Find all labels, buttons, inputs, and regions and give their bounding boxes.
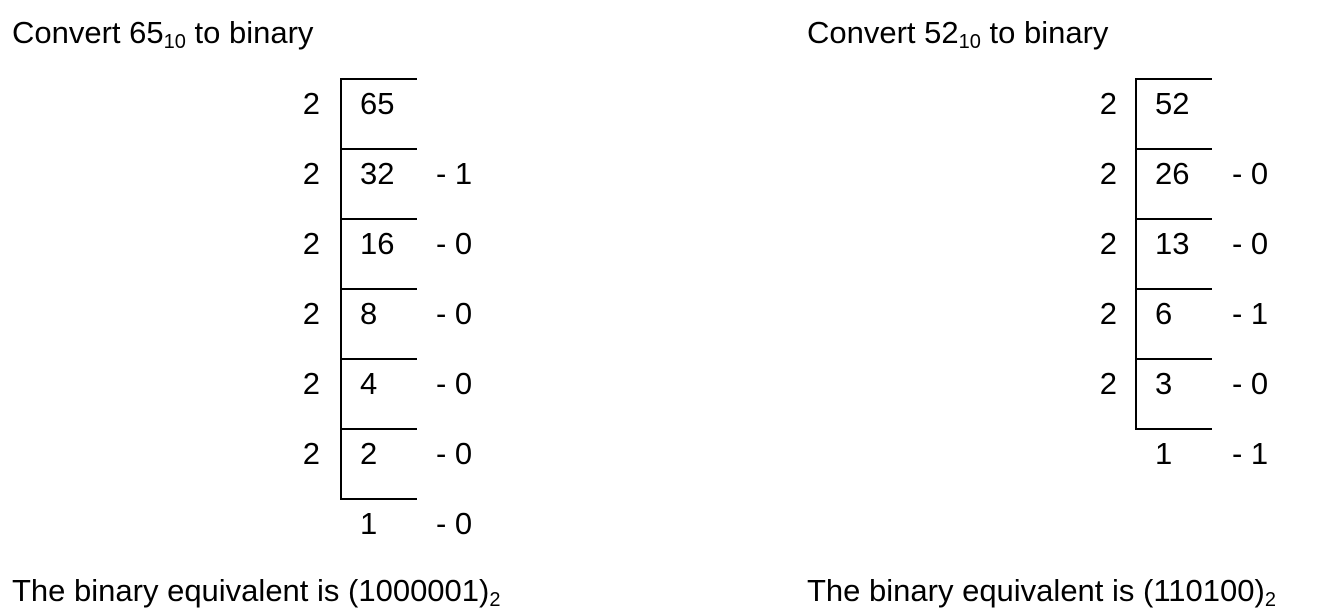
- division-line: [1135, 78, 1212, 80]
- remainder: - 0: [436, 226, 473, 261]
- divisor: 2: [302, 436, 320, 471]
- result-value: 1000001: [358, 573, 480, 608]
- divisor: 2: [1099, 226, 1117, 261]
- title-base: 10: [958, 31, 981, 53]
- remainder: - 0: [436, 436, 473, 471]
- quotient: 1: [1155, 436, 1173, 471]
- divisor: 2: [1099, 296, 1117, 331]
- remainder: - 0: [436, 366, 473, 401]
- title-prefix: Convert: [807, 15, 925, 50]
- result-close: ): [1254, 573, 1265, 608]
- remainder: - 0: [436, 296, 473, 331]
- quotient: 52: [1155, 86, 1190, 121]
- divisor: 2: [1099, 156, 1117, 191]
- remainder: - 0: [1232, 156, 1269, 191]
- quotient: 13: [1155, 226, 1190, 261]
- remainder: - 1: [436, 156, 473, 191]
- quotient: 8: [360, 296, 378, 331]
- title-suffix: to binary: [185, 15, 314, 50]
- division-line: [340, 288, 417, 290]
- division-line: [340, 148, 417, 150]
- quotient: 1: [360, 506, 378, 541]
- division-bar: [340, 78, 342, 499]
- divisor: 2: [1099, 366, 1117, 401]
- division-line: [1135, 358, 1212, 360]
- panel-title: Convert 6510 to binary: [12, 14, 313, 52]
- divisor: 2: [1099, 86, 1117, 121]
- result-prefix: The binary equivalent is (: [807, 573, 1154, 608]
- division-line: [340, 78, 417, 80]
- result-base: 2: [489, 589, 501, 611]
- divisor: 2: [302, 156, 320, 191]
- quotient: 16: [360, 226, 395, 261]
- binary-result: The binary equivalent is (1000001)2: [12, 572, 500, 610]
- divisor: 2: [302, 86, 320, 121]
- panel-title: Convert 5210 to binary: [807, 14, 1108, 52]
- remainder: - 1: [1232, 296, 1269, 331]
- quotient: 3: [1155, 366, 1173, 401]
- remainder: - 0: [1232, 226, 1269, 261]
- quotient: 32: [360, 156, 395, 191]
- title-base: 10: [163, 31, 186, 53]
- quotient: 2: [360, 436, 378, 471]
- division-line: [1135, 428, 1212, 430]
- quotient: 6: [1155, 296, 1173, 331]
- division-line: [1135, 218, 1212, 220]
- quotient: 4: [360, 366, 378, 401]
- divisor: 2: [302, 366, 320, 401]
- quotient: 65: [360, 86, 395, 121]
- remainder: - 0: [436, 506, 473, 541]
- divisor: 2: [302, 226, 320, 261]
- division-line: [340, 498, 417, 500]
- result-close: ): [479, 573, 490, 608]
- remainder: - 1: [1232, 436, 1269, 471]
- division-line: [340, 218, 417, 220]
- divisor: 2: [302, 296, 320, 331]
- title-number: 52: [924, 15, 959, 50]
- binary-result: The binary equivalent is (110100)2: [807, 572, 1276, 610]
- result-prefix: The binary equivalent is (: [12, 573, 359, 608]
- result-value: 110100: [1153, 573, 1255, 608]
- remainder: - 0: [1232, 366, 1269, 401]
- division-bar: [1135, 78, 1137, 429]
- division-line: [1135, 148, 1212, 150]
- result-base: 2: [1264, 589, 1276, 611]
- division-line: [340, 358, 417, 360]
- title-suffix: to binary: [980, 15, 1109, 50]
- title-number: 65: [129, 15, 164, 50]
- division-line: [340, 428, 417, 430]
- quotient: 26: [1155, 156, 1190, 191]
- division-line: [1135, 288, 1212, 290]
- title-prefix: Convert: [12, 15, 130, 50]
